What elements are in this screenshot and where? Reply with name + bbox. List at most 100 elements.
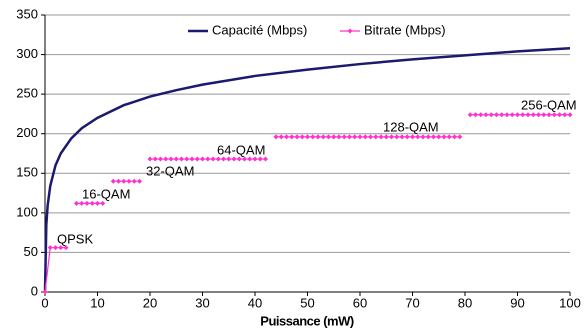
series-marker	[284, 134, 289, 140]
series-marker	[509, 112, 515, 118]
series-marker	[200, 156, 205, 162]
series-marker	[383, 134, 389, 140]
series-marker	[74, 200, 79, 206]
series-marker	[515, 112, 520, 118]
series-marker	[473, 112, 478, 118]
series-marker	[389, 134, 394, 140]
series-marker	[84, 200, 90, 206]
series-marker	[110, 178, 116, 184]
series-marker	[368, 134, 373, 140]
x-tick-label: 30	[195, 295, 209, 310]
series-marker	[47, 245, 53, 251]
series-marker	[347, 134, 352, 140]
x-tick-label: 20	[143, 295, 157, 310]
series-marker	[483, 112, 489, 118]
y-tick-label: 200	[16, 125, 38, 140]
series-marker	[530, 112, 536, 118]
series-marker	[79, 200, 85, 206]
x-tick-label: 40	[248, 295, 262, 310]
series-marker	[221, 156, 226, 162]
series-marker	[168, 156, 174, 162]
series-marker	[446, 134, 452, 140]
series-marker	[184, 156, 190, 162]
series-marker	[215, 156, 221, 162]
series-marker	[252, 156, 258, 162]
series-marker	[310, 134, 316, 140]
annotation: 32-QAM	[146, 163, 194, 178]
series-marker	[488, 112, 494, 118]
series-marker	[525, 112, 531, 118]
series-marker	[210, 156, 216, 162]
series-marker	[467, 112, 473, 118]
y-tick-label: 300	[16, 46, 38, 61]
y-tick-label: 100	[16, 204, 38, 219]
series-marker	[53, 245, 58, 251]
series-marker	[520, 112, 526, 118]
x-axis-label: Puissance (mW)	[260, 313, 354, 328]
series-marker	[567, 112, 573, 118]
series-marker	[205, 156, 211, 162]
series-marker	[394, 134, 400, 140]
series-marker	[294, 134, 300, 140]
series-marker	[179, 156, 184, 162]
series-marker	[557, 112, 562, 118]
series-marker	[420, 134, 426, 140]
annotation: 16-QAM	[82, 186, 130, 201]
y-tick-label: 150	[16, 165, 38, 180]
series-marker	[100, 200, 106, 206]
series-marker	[116, 178, 121, 184]
series-marker	[42, 289, 48, 295]
series-marker	[478, 112, 484, 118]
series-marker	[305, 134, 310, 140]
series-marker	[494, 112, 499, 118]
x-tick-label: 80	[458, 295, 472, 310]
series-marker	[436, 134, 442, 140]
series-marker	[504, 112, 510, 118]
series-marker	[326, 134, 331, 140]
series-marker	[152, 156, 158, 162]
series-marker	[147, 156, 153, 162]
series-marker	[163, 156, 169, 162]
series-marker	[431, 134, 436, 140]
series-marker	[63, 245, 69, 251]
x-tick-label: 70	[405, 295, 419, 310]
series-marker	[226, 156, 232, 162]
series-marker	[541, 112, 547, 118]
series-marker	[247, 156, 253, 162]
series-marker	[452, 134, 457, 140]
series-marker	[352, 134, 358, 140]
series-marker	[399, 134, 405, 140]
series-marker	[331, 134, 337, 140]
series-marker	[194, 156, 200, 162]
series-marker	[299, 134, 305, 140]
series-marker	[257, 156, 263, 162]
series-marker	[242, 156, 247, 162]
series-marker	[189, 156, 195, 162]
series-marker	[89, 200, 95, 206]
series-marker	[415, 134, 421, 140]
series-marker	[404, 134, 410, 140]
y-tick-label: 250	[16, 86, 38, 101]
y-tick-label: 50	[24, 244, 38, 259]
legend-label: Capacité (Mbps)	[212, 22, 307, 37]
series-line	[43, 46, 571, 293]
series-marker	[362, 134, 368, 140]
x-tick-label: 10	[90, 295, 104, 310]
annotation: QPSK	[57, 231, 93, 246]
series-marker	[315, 134, 321, 140]
series-marker	[273, 134, 279, 140]
series-marker	[236, 156, 242, 162]
series-marker	[278, 134, 284, 140]
x-tick-label: 0	[41, 295, 48, 310]
annotation: 64-QAM	[217, 142, 265, 157]
series-marker	[425, 134, 431, 140]
annotation: 128-QAM	[383, 119, 439, 134]
series-marker	[137, 178, 142, 184]
series-marker	[373, 134, 379, 140]
series-marker	[457, 134, 463, 140]
series-marker	[536, 112, 541, 118]
series-marker	[158, 156, 163, 162]
series-marker	[441, 134, 447, 140]
x-tick-label: 90	[510, 295, 524, 310]
